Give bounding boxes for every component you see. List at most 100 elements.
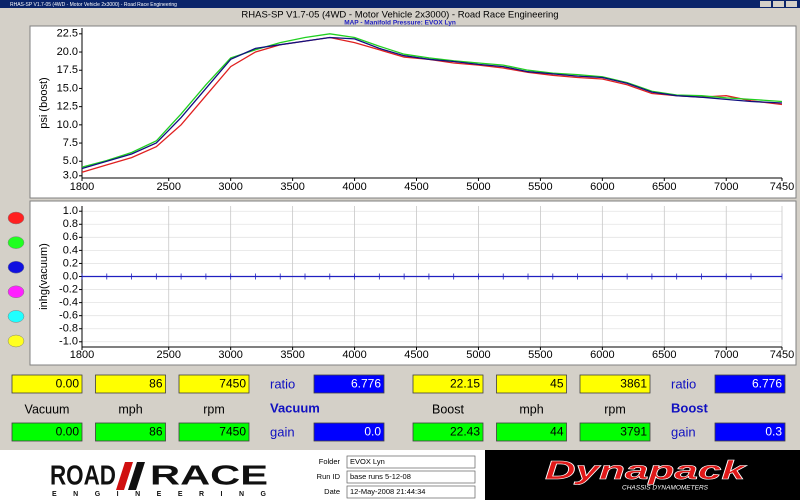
y-tick-label: 7.5 [63,137,78,149]
x-tick-label: 7000 [714,349,738,361]
x-tick-label: 7450 [770,181,794,193]
readout-bottom-box [11,422,83,442]
chart-subtitle: MAP - Manifold Pressure: EVOX Lyn [344,20,456,27]
y-tick-label: -0.6 [59,310,78,322]
field-label: mph [118,402,142,416]
x-tick-label: 6500 [652,181,676,193]
x-tick-label: 7450 [770,349,794,361]
y-tick-label: 5.0 [63,155,78,167]
readout-bottom: 3791 [620,425,647,439]
y-tick-label: -0.2 [59,283,78,295]
legend-dot [7,285,25,299]
logo-left: ROAD [50,459,116,490]
y-tick-label: 1.0 [63,205,78,217]
gain-value-box [313,422,385,442]
panel-title: Boost [671,400,709,415]
info-label: Run ID [317,472,341,481]
close-button[interactable] [786,1,797,7]
y-axis-label: inhg(vacuum) [38,243,50,310]
legend-dot [7,310,25,323]
logo-slash [116,462,133,490]
readout-top: 0.00 [56,377,80,391]
series-line [81,33,783,168]
x-tick-label: 6000 [590,349,614,361]
y-tick-label: -1.0 [59,336,78,348]
y-tick-label: 0.0 [63,270,78,282]
field-label: Vacuum [25,402,70,416]
y-tick-label: -0.8 [59,323,78,335]
brand-name: Dynapack [545,455,748,485]
x-tick-label: 3000 [218,181,242,193]
legend-dot [7,236,25,249]
readout-top-box [496,374,567,394]
info-box [346,485,476,499]
readout-bottom-box [178,422,250,442]
y-tick-label: -0.4 [59,297,78,309]
logo-slash [128,462,145,490]
footer-right [485,450,800,500]
ratio-label: ratio [270,376,295,391]
y-tick-label: 22.5 [57,28,78,40]
y-tick-label: 3.0 [63,170,78,182]
y-tick-label: 10.0 [57,119,78,131]
x-tick-label: 6500 [652,349,676,361]
readout-top-box [11,374,83,394]
x-tick-label: 3500 [280,349,304,361]
readout-top: 7450 [219,377,246,391]
y-tick-label: 0.6 [63,231,78,243]
y-tick-label: 20.0 [57,46,78,58]
maximize-button[interactable] [773,1,784,7]
readout-top: 22.15 [450,377,480,391]
readout-bottom: 0.00 [56,425,80,439]
x-tick-label: 1800 [70,349,94,361]
readout-top-box [95,374,166,394]
readout-bottom: 44 [550,425,564,439]
x-tick-label: 5000 [466,349,490,361]
y-tick-label: 15.0 [57,82,78,94]
readout-top-box [579,374,651,394]
x-tick-label: 3000 [218,349,242,361]
ratio-value-box [313,374,385,394]
info-value: EVOX Lyn [350,457,385,466]
x-tick-label: 6000 [590,181,614,193]
readout-bottom: 22.43 [450,425,480,439]
y-tick-label: 0.8 [63,218,78,230]
x-tick-label: 5000 [466,181,490,193]
ratio-label: ratio [671,376,696,391]
series-line [81,36,783,170]
info-label: Folder [319,457,341,466]
boost-panel [29,25,797,199]
x-tick-label: 2500 [156,349,180,361]
title-bar [0,0,800,8]
chart-title: RHAS-SP V1.7-05 (4WD - Motor Vehicle 2x3… [241,10,558,21]
readout-top: 3861 [620,377,647,391]
readout-top-box [412,374,484,394]
gain-value-box [714,422,786,442]
y-tick-label: 0.2 [63,257,78,269]
info-box [346,455,476,469]
x-tick-label: 4500 [404,349,428,361]
gain-value: 0.3 [765,425,782,439]
panel-title: Vacuum [270,400,320,415]
readout-bottom: 7450 [219,425,246,439]
readout-top: 45 [550,377,564,391]
window-title: RHAS-SP V1.7-05 (4WD - Motor Vehicle 2x3… [10,2,177,8]
legend-dot [7,211,25,225]
minimize-button[interactable] [760,1,771,7]
legend-dot [7,334,25,348]
x-tick-label: 4500 [404,181,428,193]
gain-label: gain [270,424,295,439]
ratio-value: 6.776 [351,377,381,391]
x-tick-label: 4000 [342,181,366,193]
gain-value: 0.0 [364,425,381,439]
y-axis-label: psi (boost) [38,77,50,128]
brand-sub: CHASSIS DYNAMOMETERS [622,485,709,492]
field-label: rpm [604,402,626,416]
logo-right: RACE [150,459,268,490]
info-label: Date [324,487,340,496]
logo-sub: ENGINEERING [52,491,267,498]
info-value: base runs 5-12-08 [350,472,411,481]
gain-label: gain [671,424,696,439]
x-tick-label: 4000 [342,349,366,361]
